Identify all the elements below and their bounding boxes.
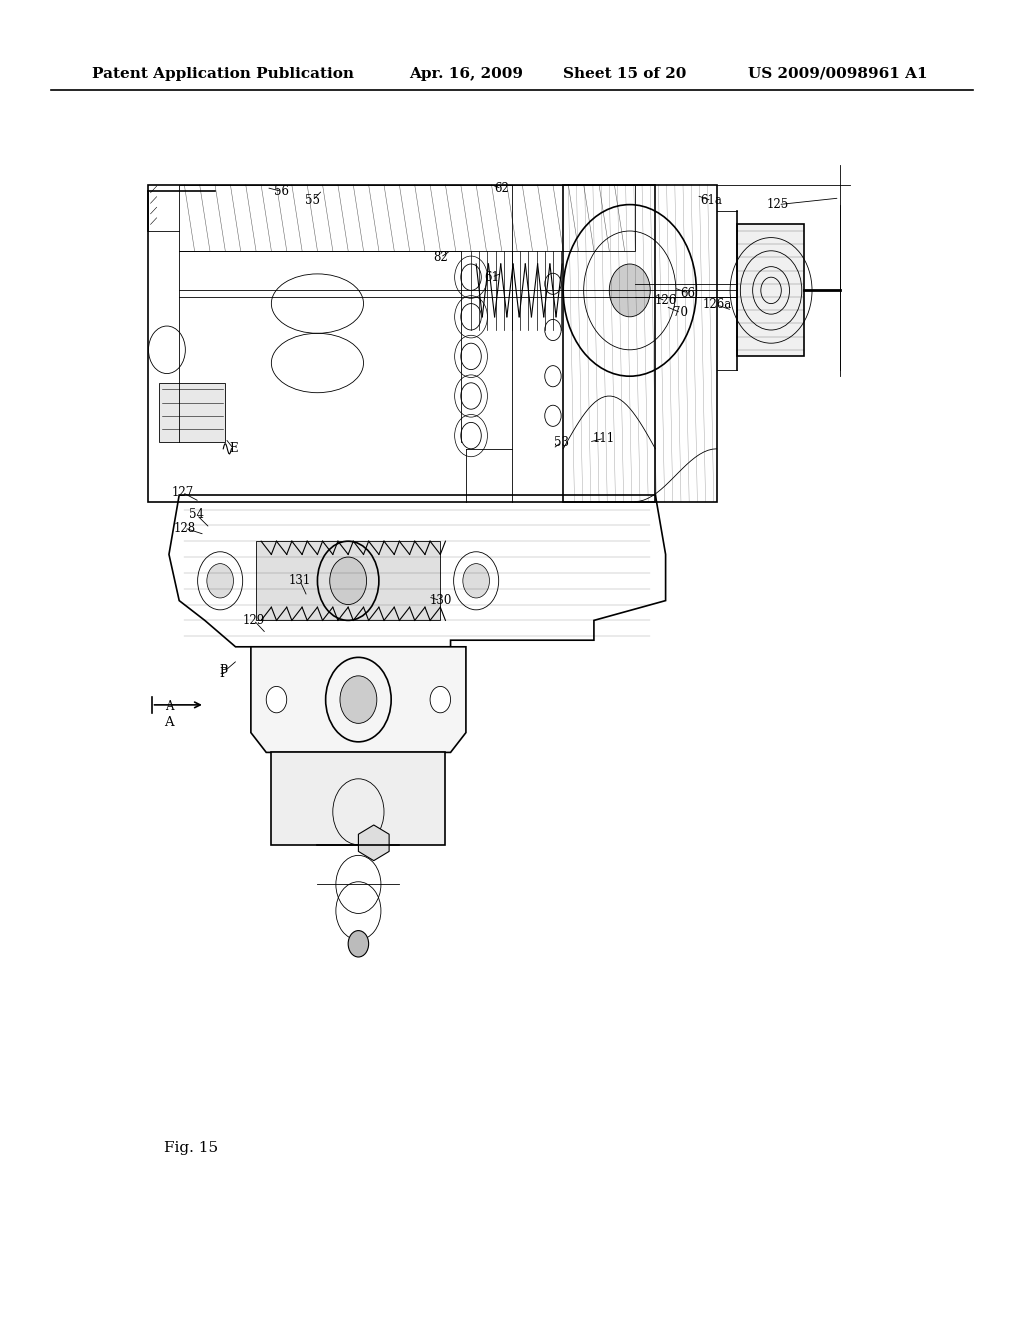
Text: 127: 127	[171, 486, 194, 499]
Text: Apr. 16, 2009: Apr. 16, 2009	[410, 67, 523, 81]
Text: 125: 125	[767, 198, 790, 211]
Circle shape	[461, 304, 481, 330]
Circle shape	[545, 319, 561, 341]
Polygon shape	[251, 647, 466, 752]
Text: Sheet 15 of 20: Sheet 15 of 20	[563, 67, 686, 81]
Circle shape	[330, 557, 367, 605]
Circle shape	[545, 405, 561, 426]
Text: 56: 56	[274, 185, 289, 198]
Text: 126a: 126a	[702, 298, 731, 312]
Circle shape	[463, 564, 489, 598]
Circle shape	[461, 383, 481, 409]
Circle shape	[545, 366, 561, 387]
Text: 66: 66	[681, 286, 695, 300]
Polygon shape	[271, 752, 445, 845]
Text: 62: 62	[495, 182, 509, 195]
Text: US 2009/0098961 A1: US 2009/0098961 A1	[748, 67, 927, 81]
Circle shape	[461, 343, 481, 370]
Text: 61a: 61a	[700, 194, 723, 207]
Circle shape	[430, 686, 451, 713]
Text: A: A	[164, 715, 174, 729]
Text: E: E	[229, 442, 238, 455]
Circle shape	[207, 564, 233, 598]
Text: 82: 82	[433, 251, 447, 264]
Polygon shape	[256, 541, 440, 620]
Text: 126: 126	[654, 294, 677, 308]
Text: 131: 131	[289, 574, 311, 587]
Circle shape	[340, 676, 377, 723]
Circle shape	[266, 686, 287, 713]
Text: 54: 54	[189, 508, 204, 521]
Text: 128: 128	[173, 521, 196, 535]
Text: 55: 55	[305, 194, 319, 207]
Circle shape	[348, 931, 369, 957]
Text: 61: 61	[484, 271, 499, 284]
Circle shape	[461, 264, 481, 290]
Text: Fig. 15: Fig. 15	[164, 1142, 218, 1155]
Text: 111: 111	[593, 432, 615, 445]
Text: 129: 129	[243, 614, 265, 627]
Text: Patent Application Publication: Patent Application Publication	[92, 67, 354, 81]
Circle shape	[461, 422, 481, 449]
Text: P: P	[219, 667, 227, 680]
Text: 130: 130	[429, 594, 452, 607]
Text: A: A	[165, 700, 173, 713]
Polygon shape	[737, 224, 804, 356]
Circle shape	[609, 264, 650, 317]
Text: 53: 53	[554, 436, 568, 449]
Text: 70: 70	[674, 306, 688, 319]
Polygon shape	[159, 383, 225, 442]
Circle shape	[545, 273, 561, 294]
Polygon shape	[358, 825, 389, 861]
Text: P: P	[219, 664, 227, 677]
